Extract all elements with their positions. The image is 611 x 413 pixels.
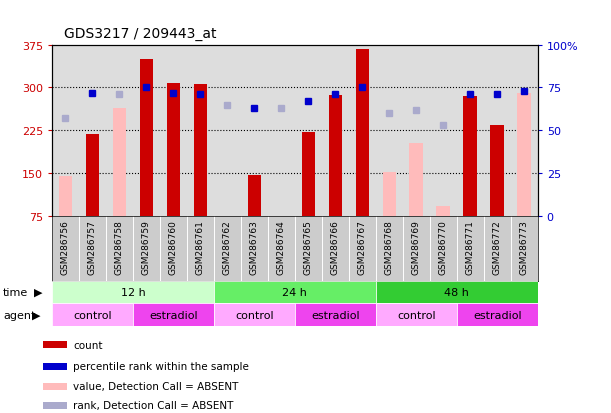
Text: GSM286771: GSM286771 <box>466 220 475 275</box>
Text: GSM286764: GSM286764 <box>277 220 286 275</box>
Text: estradiol: estradiol <box>149 310 198 320</box>
Text: ▶: ▶ <box>34 287 42 297</box>
Text: time: time <box>3 287 28 297</box>
Text: GSM286772: GSM286772 <box>492 220 502 275</box>
Bar <box>376 304 456 326</box>
Text: rank, Detection Call = ABSENT: rank, Detection Call = ABSENT <box>73 401 233 411</box>
Text: GDS3217 / 209443_at: GDS3217 / 209443_at <box>64 27 217 41</box>
Text: GSM286765: GSM286765 <box>304 220 313 275</box>
Bar <box>329 96 342 217</box>
Bar <box>43 342 67 349</box>
Text: ▶: ▶ <box>32 310 40 320</box>
Bar <box>167 84 180 217</box>
Bar <box>52 304 133 326</box>
Bar <box>112 108 126 217</box>
Text: control: control <box>397 310 436 320</box>
Bar <box>302 133 315 217</box>
Bar <box>518 94 531 217</box>
Text: GSM286770: GSM286770 <box>439 220 448 275</box>
Text: GSM286767: GSM286767 <box>358 220 367 275</box>
Text: 12 h: 12 h <box>120 287 145 297</box>
Bar <box>86 135 99 217</box>
Text: agent: agent <box>3 310 35 320</box>
Bar <box>43 402 67 409</box>
Bar <box>133 304 214 326</box>
Text: GSM286756: GSM286756 <box>61 220 70 275</box>
Bar <box>376 281 538 304</box>
Text: estradiol: estradiol <box>473 310 522 320</box>
Bar <box>436 206 450 217</box>
Bar <box>382 173 396 217</box>
Bar <box>456 304 538 326</box>
Bar <box>140 60 153 217</box>
Text: count: count <box>73 340 103 350</box>
Text: percentile rank within the sample: percentile rank within the sample <box>73 362 249 372</box>
Text: 24 h: 24 h <box>282 287 307 297</box>
Bar <box>464 97 477 217</box>
Text: GSM286763: GSM286763 <box>250 220 259 275</box>
Bar <box>295 304 376 326</box>
Bar <box>194 85 207 217</box>
Bar <box>491 126 504 217</box>
Text: GSM286760: GSM286760 <box>169 220 178 275</box>
Text: estradiol: estradiol <box>311 310 360 320</box>
Text: GSM286761: GSM286761 <box>196 220 205 275</box>
Bar <box>214 281 376 304</box>
Text: 48 h: 48 h <box>444 287 469 297</box>
Bar <box>43 363 67 370</box>
Text: GSM286758: GSM286758 <box>115 220 124 275</box>
Text: value, Detection Call = ABSENT: value, Detection Call = ABSENT <box>73 382 239 392</box>
Text: GSM286769: GSM286769 <box>412 220 421 275</box>
Text: GSM286766: GSM286766 <box>331 220 340 275</box>
Text: control: control <box>235 310 274 320</box>
Bar <box>52 281 214 304</box>
Text: GSM286773: GSM286773 <box>520 220 529 275</box>
Text: GSM286768: GSM286768 <box>385 220 393 275</box>
Bar <box>214 304 295 326</box>
Bar <box>43 383 67 390</box>
Text: GSM286762: GSM286762 <box>223 220 232 275</box>
Bar <box>247 176 261 217</box>
Bar <box>409 144 423 217</box>
Text: GSM286757: GSM286757 <box>88 220 97 275</box>
Text: GSM286759: GSM286759 <box>142 220 151 275</box>
Bar <box>59 177 72 217</box>
Bar <box>356 50 369 217</box>
Text: control: control <box>73 310 112 320</box>
